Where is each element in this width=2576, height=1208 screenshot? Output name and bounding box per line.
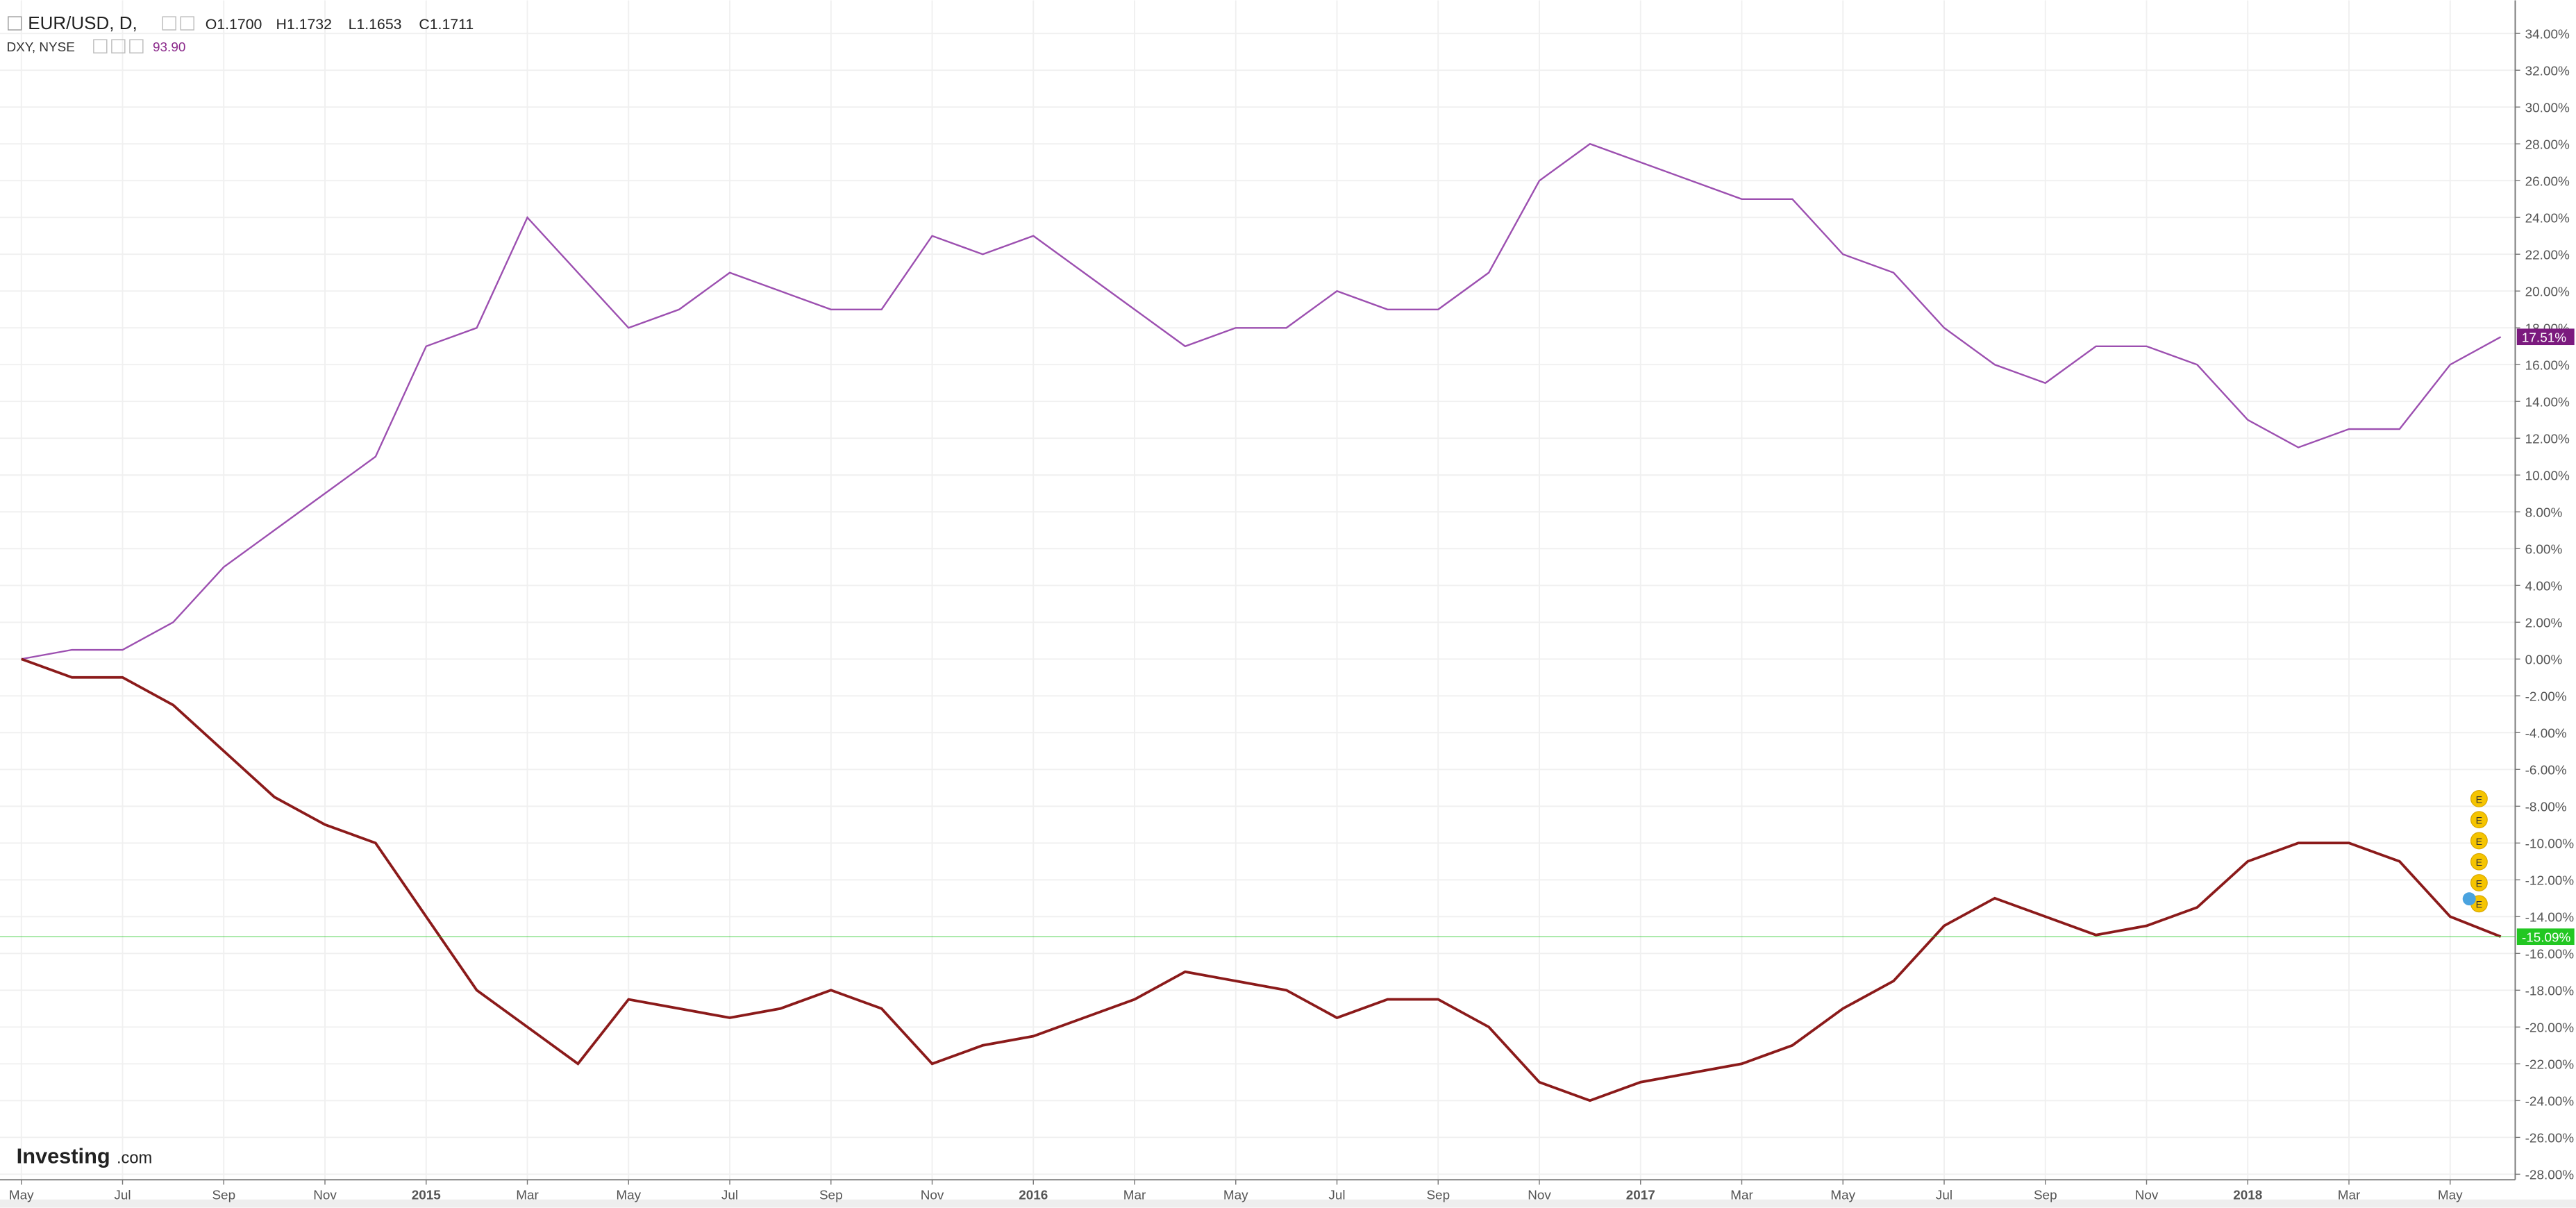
settings-icon[interactable] bbox=[162, 16, 176, 31]
x-tick-label: 2016 bbox=[1019, 1189, 1048, 1203]
y-tick-label: -28.00% bbox=[2525, 1168, 2575, 1182]
hide-icon[interactable] bbox=[180, 16, 194, 31]
y-tick-label: -14.00% bbox=[2525, 910, 2575, 925]
x-tick-label: Jul bbox=[1328, 1189, 1345, 1203]
y-tick-label: -22.00% bbox=[2525, 1057, 2575, 1072]
y-tick-label: -2.00% bbox=[2525, 689, 2567, 704]
y-tick-label: -4.00% bbox=[2525, 726, 2567, 741]
event-label: E bbox=[2476, 816, 2482, 827]
ohlc-open: O1.1700 bbox=[206, 16, 262, 33]
x-tick-label: Sep bbox=[1426, 1189, 1450, 1203]
x-tick-label: May bbox=[1223, 1189, 1248, 1203]
chart-title: EUR/USD, D, bbox=[28, 12, 137, 33]
x-tick-label: Jul bbox=[721, 1189, 738, 1203]
event-label: E bbox=[2476, 857, 2482, 869]
last-value-badge bbox=[2516, 928, 2575, 946]
subtitle: DXY, NYSE bbox=[6, 40, 74, 55]
ohlc-high: H1.1732 bbox=[276, 16, 332, 33]
event-marker bbox=[2470, 853, 2488, 871]
event-label: E bbox=[2476, 794, 2482, 805]
y-tick-label: -18.00% bbox=[2525, 984, 2575, 998]
x-tick-label: Mar bbox=[516, 1189, 539, 1203]
y-tick-label: 16.00% bbox=[2525, 358, 2570, 373]
y-tick-label: -8.00% bbox=[2525, 800, 2567, 814]
y-tick-label: 6.00% bbox=[2525, 542, 2563, 557]
y-tick-label: 10.00% bbox=[2525, 469, 2570, 483]
y-tick-label: 14.00% bbox=[2525, 395, 2570, 410]
x-tick-label: May bbox=[2438, 1189, 2463, 1203]
settings-icon[interactable] bbox=[93, 39, 108, 53]
x-tick-label: May bbox=[1830, 1189, 1855, 1203]
y-tick-label: 2.00% bbox=[2525, 616, 2563, 630]
remove-icon[interactable] bbox=[129, 39, 144, 53]
event-label: E bbox=[2476, 837, 2482, 848]
event-marker bbox=[2470, 789, 2488, 807]
x-tick-label: Nov bbox=[1528, 1189, 1551, 1203]
y-tick-label: 28.00% bbox=[2525, 137, 2570, 152]
brand-suffix: .com bbox=[117, 1150, 152, 1168]
event-marker bbox=[2470, 874, 2488, 891]
y-tick-label: 26.00% bbox=[2525, 174, 2570, 189]
x-tick-label: 2015 bbox=[412, 1189, 441, 1203]
event-marker bbox=[2470, 832, 2488, 850]
x-tick-label: Mar bbox=[1123, 1189, 1146, 1203]
x-tick-label: May bbox=[616, 1189, 641, 1203]
x-tick-label: Nov bbox=[2135, 1189, 2159, 1203]
x-tick-label: Sep bbox=[212, 1189, 235, 1203]
scrollbar bbox=[0, 1199, 2576, 1208]
y-tick-label: 8.00% bbox=[2525, 505, 2563, 520]
series-line bbox=[21, 657, 2502, 1102]
y-tick-label: 4.00% bbox=[2525, 579, 2563, 594]
y-tick-label: -24.00% bbox=[2525, 1094, 2575, 1109]
y-tick-label: -20.00% bbox=[2525, 1021, 2575, 1035]
series-line bbox=[21, 142, 2502, 660]
ohlc-close: C1.1711 bbox=[419, 16, 474, 33]
y-tick-label: -26.00% bbox=[2525, 1131, 2575, 1146]
y-tick-label: 24.00% bbox=[2525, 211, 2570, 226]
event-label: E bbox=[2476, 900, 2482, 911]
grid bbox=[0, 0, 2516, 1180]
x-tick-label: Jul bbox=[1936, 1189, 1952, 1203]
event-marker-active bbox=[2462, 892, 2476, 906]
brand: Investing bbox=[17, 1144, 110, 1168]
subtitle-value: 93.90 bbox=[153, 40, 185, 55]
x-tick-label: Sep bbox=[2034, 1189, 2057, 1203]
x-tick-label: 2018 bbox=[2233, 1189, 2262, 1203]
event-label: E bbox=[2476, 878, 2482, 889]
x-tick-label: Nov bbox=[313, 1189, 337, 1203]
plot-area bbox=[0, 142, 2516, 1102]
hide-icon[interactable] bbox=[111, 39, 126, 53]
last-value-label: 17.51% bbox=[2522, 330, 2566, 345]
y-tick-label: 34.00% bbox=[2525, 27, 2570, 42]
y-tick-label: 30.00% bbox=[2525, 101, 2570, 115]
y-tick-label: -12.00% bbox=[2525, 873, 2575, 888]
last-value-badge bbox=[2516, 328, 2575, 346]
y-tick-label: 32.00% bbox=[2525, 64, 2570, 78]
x-tick-label: Sep bbox=[819, 1189, 843, 1203]
y-tick-label: 20.00% bbox=[2525, 285, 2570, 299]
last-value-label: -15.09% bbox=[2522, 930, 2571, 945]
y-tick-label: 22.00% bbox=[2525, 248, 2570, 262]
x-tick-label: 2017 bbox=[1626, 1189, 1655, 1203]
collapse-icon[interactable] bbox=[8, 16, 22, 31]
x-tick-label: Jul bbox=[114, 1189, 131, 1203]
y-tick-label: -6.00% bbox=[2525, 763, 2567, 778]
y-tick-label: -16.00% bbox=[2525, 947, 2575, 962]
x-tick-label: Mar bbox=[1730, 1189, 1753, 1203]
y-tick-label: 12.00% bbox=[2525, 432, 2570, 446]
x-tick-label: May bbox=[9, 1189, 34, 1203]
y-tick-label: 0.00% bbox=[2525, 653, 2563, 667]
event-marker bbox=[2470, 811, 2488, 829]
ohlc-low: L1.1653 bbox=[349, 16, 402, 33]
x-tick-label: Mar bbox=[2338, 1189, 2361, 1203]
y-tick-label: -10.00% bbox=[2525, 837, 2575, 851]
x-tick-label: Nov bbox=[921, 1189, 944, 1203]
